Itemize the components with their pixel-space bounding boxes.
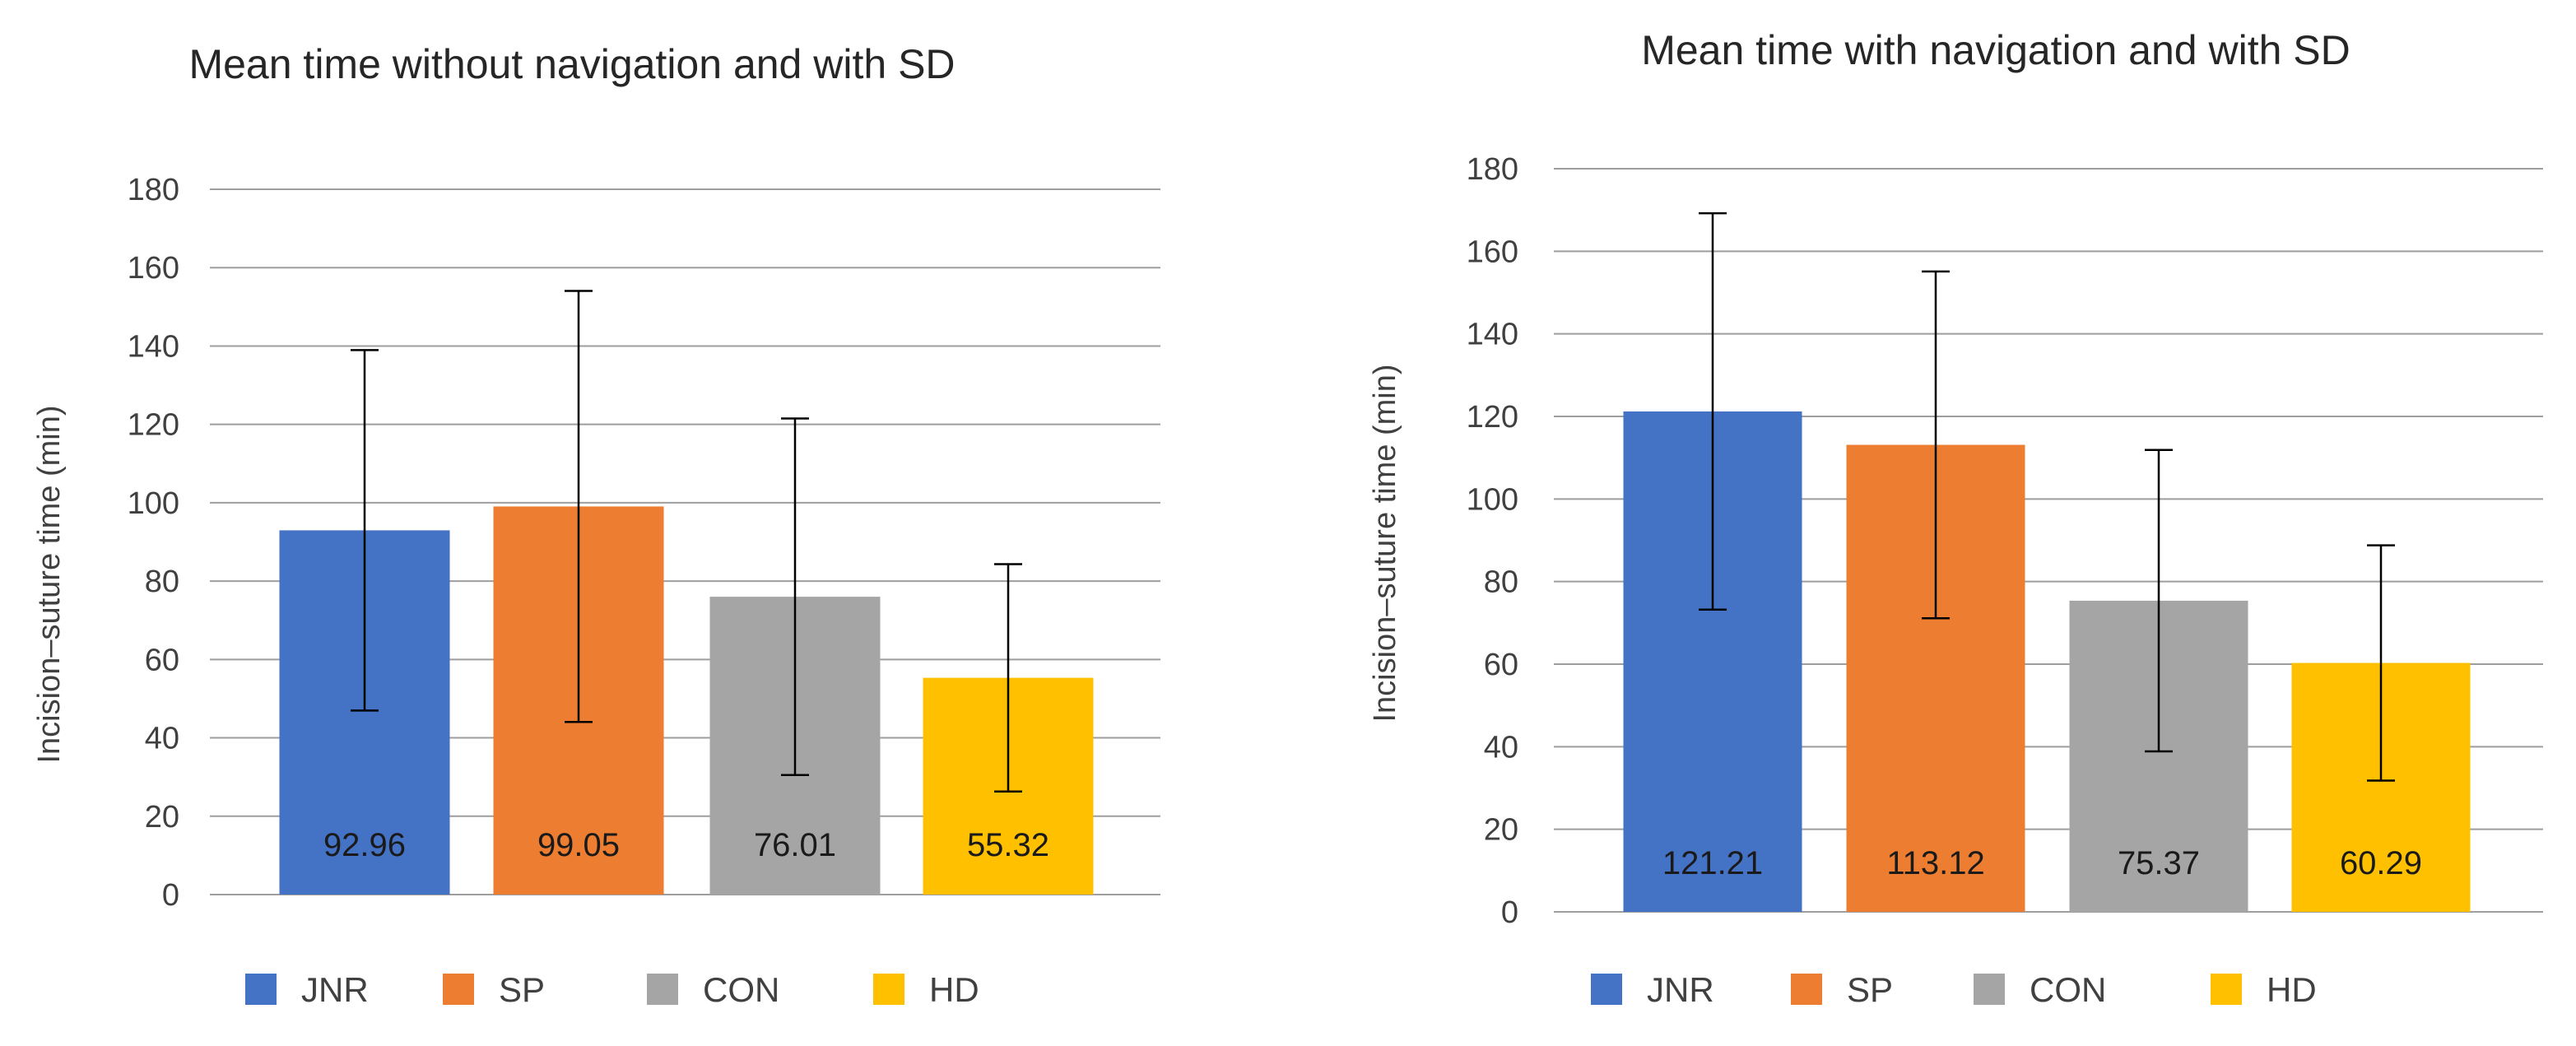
legend-label-con: CON	[703, 970, 779, 1009]
legend-swatch-hd	[873, 974, 904, 1005]
y-tick-label: 40	[1484, 730, 1518, 765]
y-tick-label: 100	[128, 486, 179, 521]
y-tick-label: 60	[145, 643, 179, 677]
data-label-con: 75.37	[2118, 845, 2200, 881]
error-bar-jnr	[1699, 212, 1727, 611]
y-tick-label: 140	[1467, 318, 1518, 352]
y-tick-label: 120	[128, 408, 179, 443]
chart-title: Mean time without navigation and with SD	[188, 41, 955, 87]
y-tick-label: 140	[128, 329, 179, 364]
legend-swatch-con	[1974, 974, 2005, 1005]
y-axis-label: Incision–suture time (min)	[32, 405, 67, 763]
error-bar-con	[2145, 449, 2173, 753]
y-tick-label: 20	[1484, 813, 1518, 848]
y-tick-labels: 0 20 40 60 80 100 120 140 160 180	[128, 173, 179, 913]
data-label-sp: 113.12	[1886, 845, 1984, 881]
error-bar-sp	[1922, 270, 1950, 620]
data-labels: 92.96 99.05 76.01 55.32	[323, 827, 1049, 863]
legend-label-jnr: JNR	[1647, 970, 1714, 1009]
error-bar-con	[781, 417, 809, 776]
legend-label-sp: SP	[1847, 970, 1893, 1009]
y-tick-label: 0	[1501, 895, 1518, 930]
y-axis-label: Incision–suture time (min)	[1368, 364, 1402, 722]
y-tick-label: 180	[1467, 152, 1518, 187]
y-tick-labels: 0 20 40 60 80 100 120 140 160 180	[1467, 152, 1518, 930]
legend-swatch-hd	[2211, 974, 2242, 1005]
data-label-hd: 60.29	[2340, 845, 2422, 881]
y-tick-label: 40	[145, 722, 179, 756]
legend-swatch-con	[647, 974, 678, 1005]
error-bar-jnr	[351, 349, 379, 712]
chart-without-navigation: Mean time without navigation and with SD…	[32, 41, 1160, 1009]
data-label-hd: 55.32	[967, 827, 1049, 863]
y-tick-label: 160	[1467, 235, 1518, 269]
y-tick-label: 80	[145, 565, 179, 599]
legend-label-hd: HD	[929, 970, 979, 1009]
chart-with-navigation: Mean time with navigation and with SD In…	[1368, 27, 2543, 1009]
legend-label-sp: SP	[499, 970, 545, 1009]
error-bar-hd	[2367, 544, 2395, 782]
y-tick-label: 180	[128, 173, 179, 207]
data-label-sp: 99.05	[537, 827, 620, 863]
y-tick-label: 80	[1484, 565, 1518, 600]
data-label-con: 76.01	[754, 827, 836, 863]
data-label-jnr: 121.21	[1662, 845, 1763, 881]
y-tick-label: 160	[128, 251, 179, 286]
y-tick-label: 0	[162, 878, 179, 913]
legend: JNR SP CON HD	[245, 970, 979, 1009]
data-labels: 121.21 113.12 75.37 60.29	[1662, 845, 2422, 881]
bars	[1623, 411, 2471, 913]
legend-label-con: CON	[2030, 970, 2106, 1009]
error-bars	[351, 290, 1022, 793]
legend-label-jnr: JNR	[301, 970, 369, 1009]
error-bars	[1699, 212, 2395, 782]
y-tick-label: 120	[1467, 400, 1518, 435]
legend-swatch-jnr	[245, 974, 277, 1005]
y-tick-label: 60	[1484, 648, 1518, 682]
legend-swatch-sp	[443, 974, 474, 1005]
legend-swatch-jnr	[1591, 974, 1622, 1005]
y-tick-label: 100	[1467, 482, 1518, 517]
data-label-jnr: 92.96	[323, 827, 406, 863]
legend-label-hd: HD	[2267, 970, 2317, 1009]
error-bar-hd	[994, 563, 1022, 793]
legend: JNR SP CON HD	[1591, 970, 2317, 1009]
legend-swatch-sp	[1791, 974, 1822, 1005]
error-bar-sp	[565, 290, 593, 723]
y-tick-label: 20	[145, 800, 179, 834]
chart-title: Mean time with navigation and with SD	[1641, 27, 2350, 73]
